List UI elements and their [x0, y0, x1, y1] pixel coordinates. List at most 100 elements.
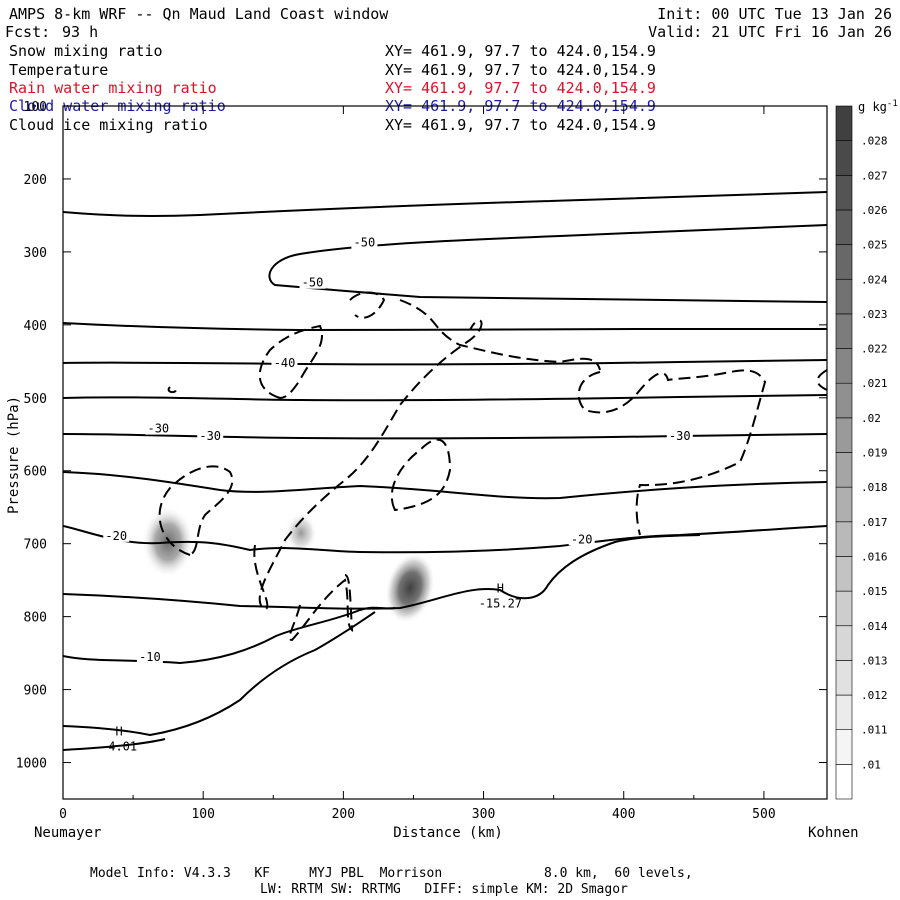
y-tick-label: 100: [24, 100, 47, 115]
field-name: Temperature: [9, 61, 108, 79]
field-xy: XY= 461.9, 97.7 to 424.0,154.9: [385, 116, 656, 134]
isotherm-line: [63, 191, 827, 217]
colorbar-tick-label: .01: [861, 758, 881, 771]
contour-label: -30: [147, 422, 169, 436]
colorbar-tick-label: .024: [861, 273, 888, 286]
x-tick-label: 0: [59, 807, 67, 822]
y-tick-label: 400: [24, 319, 47, 334]
contours: [63, 191, 827, 751]
colorbar-tick-label: .02: [861, 412, 881, 425]
colorbar-segment: [835, 729, 853, 765]
colorbar-tick-label: .019: [861, 447, 888, 460]
x-tick-label: 400: [612, 807, 635, 822]
colorbar-segment: [835, 764, 853, 800]
extremum-marker: H: [497, 582, 504, 596]
colorbar-segment: [835, 313, 853, 349]
left-endpoint-label: Neumayer: [34, 825, 101, 841]
isotherm-line: [63, 359, 827, 366]
colorbar: .01 .011 .012 .013 .014 .015 .016 .017 .018 .019.…: [835, 105, 888, 800]
x-axis: 0 100 200 300 400 500: [59, 106, 776, 822]
colorbar-segment: [835, 556, 853, 592]
ice-contour-line: [816, 369, 827, 391]
contour-labels: -50 -50 -40 -30 -30 -30 -20 -20 -10: [103, 235, 693, 664]
contour-label: -20: [571, 532, 593, 546]
y-tick-label: 900: [24, 684, 47, 699]
colorbar-segment: [835, 278, 853, 315]
colorbar-tick-label: .021: [861, 377, 888, 390]
forecast-label: Fcst:: [5, 23, 50, 41]
contour-label: -30: [199, 429, 221, 443]
colorbar-segment: [835, 244, 853, 280]
colorbar-tick-label: .017: [861, 516, 888, 529]
x-axis-label: Distance (km): [393, 825, 503, 841]
contour-label-bg: [351, 235, 378, 249]
forecast-hours: 93 h: [62, 23, 98, 41]
field-name: Rain water mixing ratio: [9, 79, 217, 97]
y-axis-label: Pressure (hPa): [6, 396, 22, 514]
isotherm-line: [63, 322, 827, 332]
y-tick-label: 800: [24, 611, 47, 626]
colorbar-unit: g kg-1: [858, 99, 898, 114]
chart-title: AMPS 8-km WRF -- Qn Maud Land Coast wind…: [9, 5, 389, 23]
colorbar-tick-label: .027: [861, 169, 888, 182]
y-tick-label: 600: [24, 465, 47, 480]
x-tick-label: 500: [752, 807, 775, 822]
contour-label-bg: [666, 428, 693, 442]
contour-label: -40: [274, 356, 296, 370]
field-name: Cloud ice mixing ratio: [9, 116, 208, 134]
field-xy: XY= 461.9, 97.7 to 424.0,154.9: [385, 61, 656, 79]
shaded-maxima: [142, 506, 435, 624]
colorbar-segment: [835, 105, 853, 141]
contour-label: -10: [139, 650, 161, 664]
contour-label: -50: [302, 276, 324, 290]
isotherm-line: [63, 738, 166, 751]
colorbar-segment: [835, 625, 853, 661]
isotherm-line: [63, 611, 376, 737]
colorbar-tick-label: .018: [861, 481, 888, 494]
shaded-maximum: [285, 513, 317, 553]
valid-time: Valid: 21 UTC Fri 16 Jan 26: [648, 23, 892, 41]
colorbar-segment: [835, 521, 853, 557]
colorbar-tick-label: .028: [861, 135, 888, 148]
x-tick-label: 200: [332, 807, 355, 822]
contour-label: -30: [669, 429, 691, 443]
ice-contour-line: [349, 291, 386, 319]
model-physics: LW: RRTM SW: RRTMG DIFF: simple KM: 2D S…: [260, 882, 628, 897]
colorbar-tick-label: .014: [861, 620, 888, 633]
ice-contour-line: [258, 324, 323, 400]
ice-contour-line: [167, 386, 177, 394]
field-name: Snow mixing ratio: [9, 42, 163, 60]
ice-contour-line: [399, 299, 601, 371]
ice-contour-line: [253, 319, 483, 612]
colorbar-tick-label: .012: [861, 689, 888, 702]
isotherm-line: [63, 433, 827, 440]
extrema-labels: H-15.27H-4.01: [101, 582, 522, 754]
contour-label-bg: [568, 532, 595, 546]
isotherm-line: [63, 606, 396, 665]
y-tick-label: 1000: [16, 757, 47, 772]
colorbar-segment: [835, 382, 853, 419]
isotherm-line: [268, 224, 827, 303]
contour-label-bg: [136, 649, 163, 663]
colorbar-tick-label: .026: [861, 204, 888, 217]
contour-label-bg: [197, 428, 224, 442]
contour-label-bg: [145, 421, 172, 435]
model-info: Model Info: V4.3.3 KF MYJ PBL Morrison 8…: [90, 866, 693, 881]
field-xy: XY= 461.9, 97.7 to 424.0,154.9: [385, 79, 656, 97]
ice-contour-line: [288, 574, 354, 642]
y-tick-label: 200: [24, 173, 47, 188]
colorbar-segment: [835, 140, 853, 176]
contour-label-bg: [271, 355, 298, 369]
x-tick-label: 100: [191, 807, 214, 822]
colorbar-segment: [835, 348, 853, 384]
colorbar-unit-exponent: -1: [887, 99, 898, 109]
colorbar-segment: [835, 417, 853, 453]
extremum-value: -15.27: [479, 597, 522, 611]
contour-label: -20: [105, 529, 127, 543]
right-endpoint-label: Kohnen: [808, 825, 859, 841]
extremum-marker: H: [115, 725, 122, 739]
colorbar-segment: [835, 486, 853, 523]
colorbar-tick-label: .025: [861, 239, 888, 252]
contour-label-bg: [299, 275, 326, 289]
